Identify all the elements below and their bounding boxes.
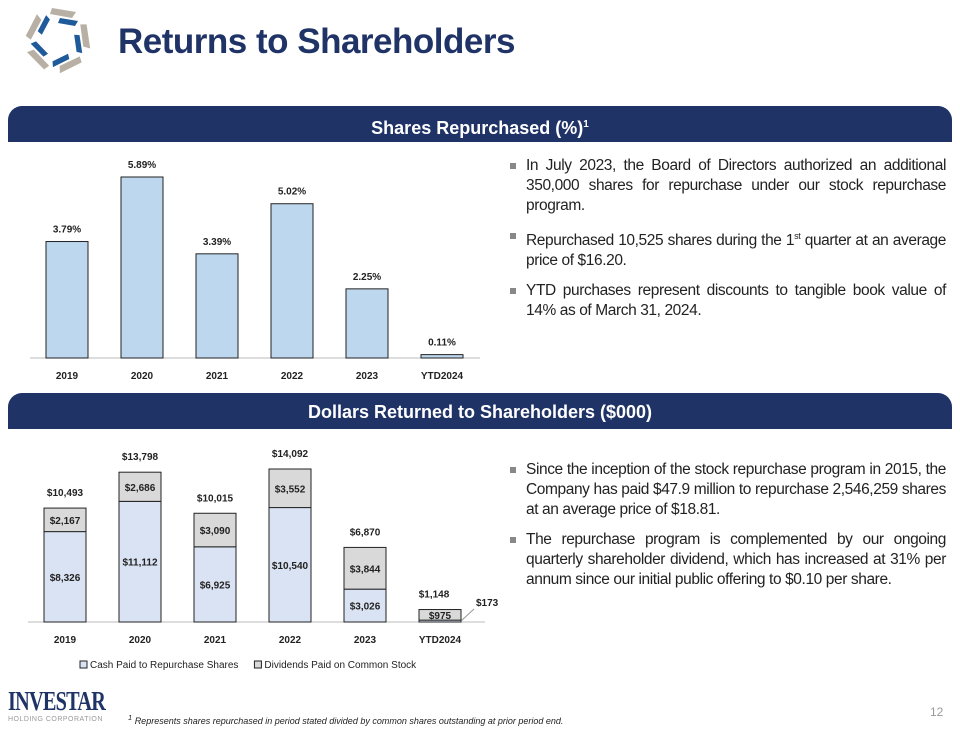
bullet-item: Since the inception of the stock repurch… (508, 460, 946, 520)
bar (420, 354, 464, 359)
footnote-text: Represents shares repurchased in period … (134, 716, 564, 726)
section-title: Dollars Returned to Shareholders ($000) (307, 402, 653, 422)
total-label: $13,798 (122, 452, 159, 463)
bar (195, 253, 239, 359)
section-header-dollars: Dollars Returned to Shareholders ($000) (8, 393, 952, 429)
bar-segment (268, 507, 312, 623)
page-title: Returns to Shareholders (118, 22, 515, 61)
data-label: $6,925 (200, 580, 231, 591)
x-tick-label: 2023 (354, 635, 377, 646)
data-label: $975 (429, 611, 452, 622)
x-tick-label: 2021 (206, 371, 229, 382)
logo-subtext: HOLDING CORPORATION (8, 716, 103, 723)
logo-text: INVESTAR (8, 688, 106, 716)
data-label: 5.02% (278, 187, 306, 198)
footnote: 1 Represents shares repurchased in perio… (128, 713, 563, 726)
bullet-item: YTD purchases represent discounts to tan… (508, 281, 946, 321)
total-label: $10,015 (197, 493, 234, 504)
bar-segment (193, 546, 237, 623)
x-tick-label: YTD2024 (419, 635, 462, 646)
x-tick-label: YTD2024 (421, 371, 464, 382)
bar-segment (118, 471, 162, 502)
company-logo-icon (23, 8, 95, 78)
total-label: $6,870 (350, 527, 381, 538)
bullet-item: In July 2023, the Board of Directors aut… (508, 156, 946, 216)
bullets-shares: In July 2023, the Board of Directors aut… (508, 156, 946, 331)
data-label: $11,112 (122, 558, 157, 569)
legend-swatch (253, 660, 262, 669)
x-tick-label: 2020 (129, 635, 152, 646)
footnote-marker: 1 (128, 713, 133, 722)
data-label: $2,686 (125, 483, 156, 494)
x-tick-label: 2019 (54, 635, 77, 646)
x-tick-label: 2023 (356, 371, 379, 382)
x-tick-label: 2021 (204, 635, 227, 646)
x-tick-label: 2022 (279, 635, 302, 646)
footnote-ref: 1 (583, 119, 589, 130)
data-label: 0.11% (428, 338, 456, 349)
data-label: 5.89% (128, 160, 156, 171)
data-label: 3.39% (203, 237, 231, 248)
page-number: 12 (930, 705, 944, 719)
total-label: $1,148 (419, 590, 450, 601)
data-label: $173 (476, 598, 499, 609)
data-label: 2.25% (353, 272, 381, 283)
data-label: $3,552 (275, 484, 306, 495)
x-tick-label: 2020 (131, 371, 154, 382)
legend-label: Dividends Paid on Common Stock (264, 660, 417, 671)
bar-segment (193, 512, 237, 548)
data-label: $2,167 (50, 516, 81, 527)
bar (345, 288, 389, 359)
bar-segment (43, 507, 87, 533)
bar-segment (343, 546, 387, 590)
data-label: $3,844 (350, 564, 381, 575)
x-tick-label: 2019 (56, 371, 79, 382)
x-tick-label: 2022 (281, 371, 304, 382)
legend-swatch (79, 660, 88, 669)
bullet-item: Repurchased 10,525 shares during the 1st… (508, 226, 946, 271)
data-label: 3.79% (53, 225, 81, 236)
leader-line (460, 608, 475, 622)
data-label: $3,090 (200, 526, 231, 537)
data-label: $8,326 (50, 573, 81, 584)
data-label: $10,540 (272, 561, 309, 572)
total-label: $10,493 (47, 488, 84, 499)
bullet-item: The repurchase program is complemented b… (508, 530, 946, 590)
bar-segment (268, 468, 312, 509)
data-label: $3,026 (350, 602, 381, 613)
bullets-dollars: Since the inception of the stock repurch… (508, 460, 946, 600)
bar-segment (118, 500, 162, 623)
section-header-shares: Shares Repurchased (%)1 (8, 106, 952, 142)
total-label: $14,092 (272, 449, 309, 460)
bar (270, 203, 314, 359)
legend-label: Cash Paid to Repurchase Shares (90, 660, 238, 671)
bar-segment (418, 609, 462, 621)
investar-logo: INVESTAR HOLDING CORPORATION (8, 688, 118, 724)
bar (120, 176, 164, 359)
section-title: Shares Repurchased (%) (371, 118, 584, 138)
bar (45, 241, 89, 359)
